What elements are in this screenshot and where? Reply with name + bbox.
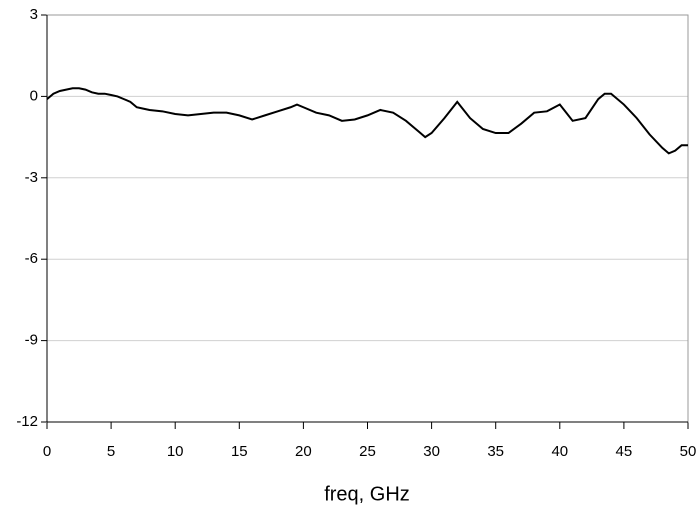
x-tick-label: 45 [616,443,633,460]
y-tick-label: -6 [25,250,38,267]
y-tick-label: -3 [25,169,38,186]
y-tick-label: -12 [16,413,38,430]
x-tick-label: 15 [231,443,248,460]
x-tick-label: 25 [359,443,376,460]
x-tick-label: 30 [423,443,440,460]
x-tick-label: 20 [295,443,312,460]
x-tick-label: 40 [551,443,568,460]
x-tick-label: 5 [107,443,115,460]
x-tick-label: 35 [487,443,504,460]
x-axis-label: freq, GHz [324,483,410,505]
plot-frame [46,14,689,423]
x-tick-label: 0 [43,443,51,460]
y-tick-label: -9 [25,332,38,349]
x-tick-label: 10 [167,443,184,460]
data-line [46,87,688,155]
y-tick-label: 0 [30,87,38,104]
x-tick-label: 50 [680,443,697,460]
y-tick-label: 3 [30,6,38,23]
